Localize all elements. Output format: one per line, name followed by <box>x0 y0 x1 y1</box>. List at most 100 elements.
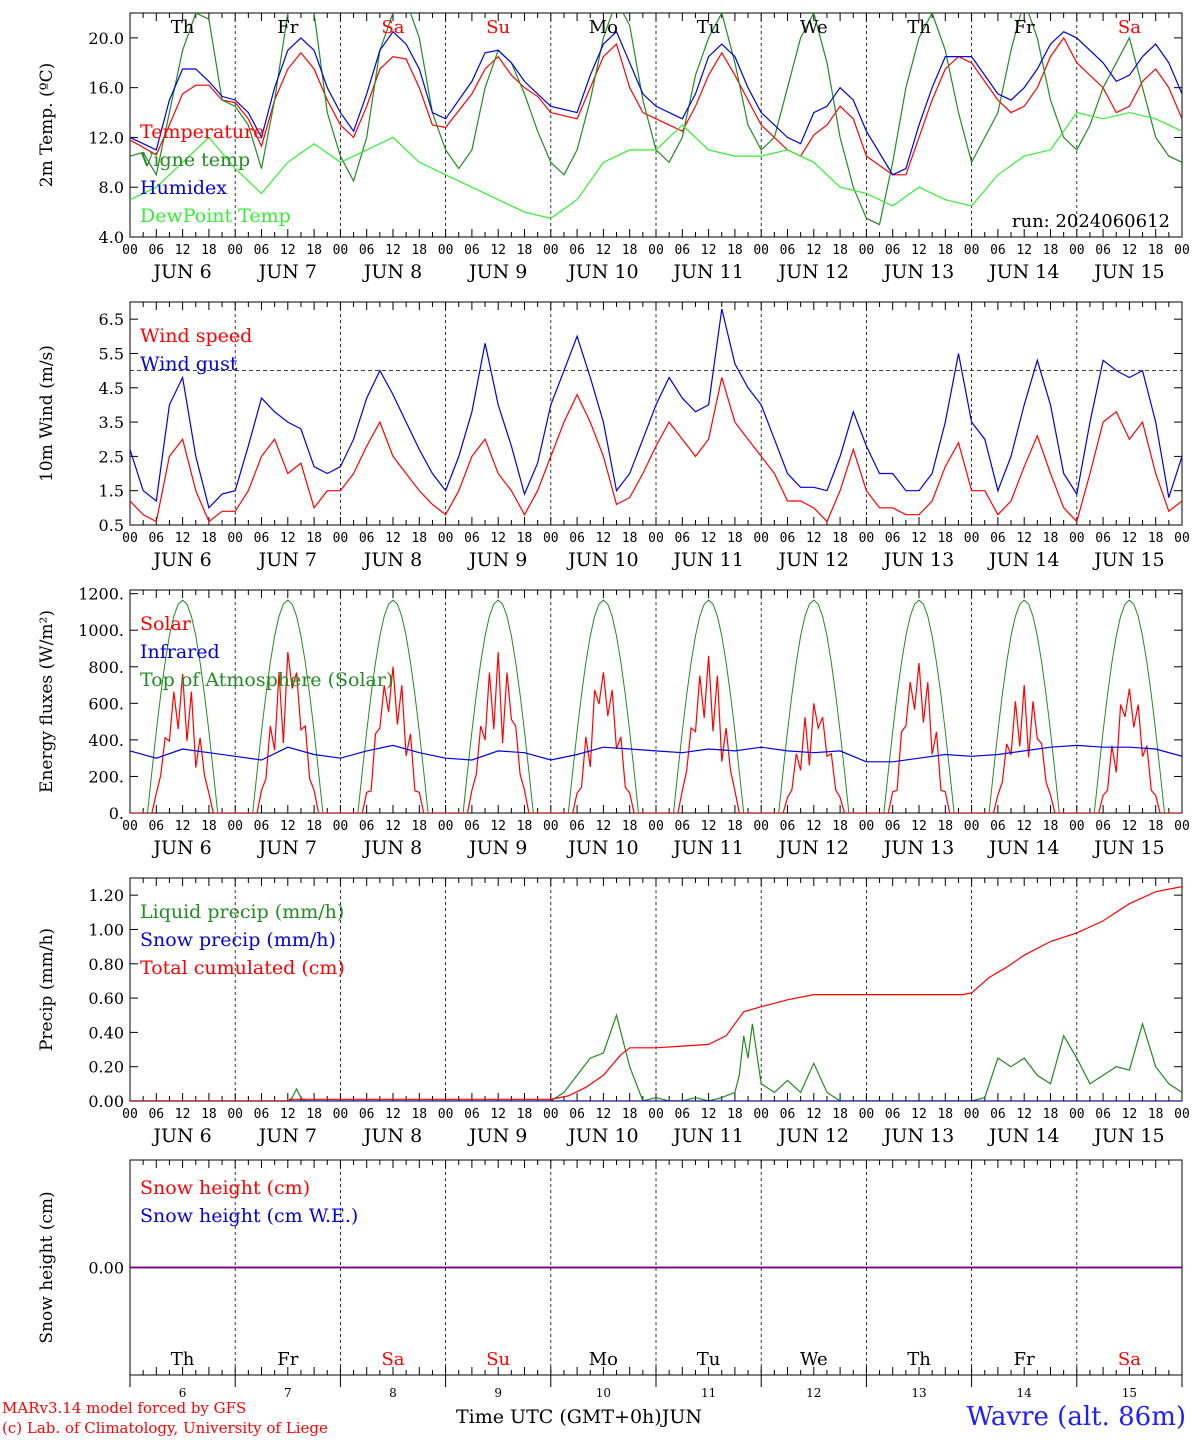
series-line-2 <box>130 308 1182 509</box>
x-hour-label: 18 <box>201 819 217 834</box>
panel-4: 0.00 0.20 0.40 0.60 0.80 1.00 1.20 Precip (mm/h… <box>37 877 1190 1147</box>
day-number-label: 15 <box>1122 1386 1137 1400</box>
x-hour-label: 12 <box>806 243 822 258</box>
x-hour-label: 06 <box>1095 819 1111 834</box>
x-hour-label: 00 <box>543 243 559 258</box>
y-tick-label: 1000. <box>78 621 124 640</box>
x-date-label: JUN 10 <box>566 837 638 859</box>
x-date-label: JUN 11 <box>671 261 743 283</box>
x-hour-label: 12 <box>806 531 822 546</box>
weekday-label: Tu <box>697 17 721 38</box>
x-hour-label: 00 <box>438 531 454 546</box>
legend-entry: Wind gust <box>140 353 238 375</box>
legend-entry: Humidex <box>140 177 227 199</box>
x-hour-label: 00 <box>122 1107 138 1122</box>
weekday-label: Th <box>171 17 195 38</box>
x-hour-label: 06 <box>990 819 1006 834</box>
x-hour-label: 12 <box>701 1107 717 1122</box>
weekday-label: Su <box>486 1349 510 1370</box>
x-hour-label: 12 <box>280 1107 296 1122</box>
x-hour-label: 06 <box>780 819 796 834</box>
x-hour-label: 00 <box>648 819 664 834</box>
x-hour-label: 00 <box>227 531 243 546</box>
x-hour-label: 18 <box>306 1107 322 1122</box>
x-date-label: JUN 12 <box>777 837 849 859</box>
x-hour-label: 18 <box>201 1107 217 1122</box>
x-hour-label: 12 <box>596 531 612 546</box>
x-hour-label: 12 <box>175 1107 191 1122</box>
x-hour-label: 18 <box>622 531 638 546</box>
x-hour-label: 00 <box>122 243 138 258</box>
y-tick-label: 8.0 <box>99 178 124 197</box>
series-line-toa-solar <box>130 599 1182 813</box>
x-hour-label: 00 <box>333 819 349 834</box>
x-hour-label: 12 <box>175 819 191 834</box>
x-hour-label: 12 <box>1122 531 1138 546</box>
x-hour-label: 12 <box>701 243 717 258</box>
x-hour-label: 00 <box>1174 243 1190 258</box>
legend-entry: Liquid precip (mm/h) <box>140 901 344 923</box>
x-hour-label: 00 <box>648 531 664 546</box>
x-hour-label: 00 <box>753 531 769 546</box>
y-tick-label: 1.5 <box>99 482 124 501</box>
y-tick-label: 0.80 <box>88 955 124 974</box>
x-date-label: JUN 7 <box>257 837 317 859</box>
legend-entry: Vigne temp <box>139 149 250 171</box>
y-tick-label: 400. <box>88 731 124 750</box>
x-hour-label: 06 <box>674 1107 690 1122</box>
x-hour-label: 06 <box>464 819 480 834</box>
x-hour-label: 18 <box>1148 819 1164 834</box>
day-number-label: 6 <box>179 1386 187 1400</box>
y-tick-label: 6.5 <box>99 310 124 329</box>
x-hour-label: 00 <box>438 1107 454 1122</box>
weekday-label: Th <box>171 1349 195 1370</box>
x-date-label: JUN 14 <box>987 1125 1059 1147</box>
legend-entry: Top of Atmosphere (Solar) <box>140 669 393 691</box>
x-hour-label: 00 <box>1069 819 1085 834</box>
x-date-label: JUN 6 <box>151 837 211 859</box>
y-tick-label: 1200. <box>78 585 124 604</box>
x-hour-label: 06 <box>674 243 690 258</box>
weekday-label: Tu <box>697 1349 721 1370</box>
x-hour-label: 18 <box>517 243 533 258</box>
x-hour-label: 06 <box>148 531 164 546</box>
x-hour-label: 06 <box>1095 243 1111 258</box>
y-tick-label: 200. <box>88 767 124 786</box>
x-date-label: JUN 10 <box>566 1125 638 1147</box>
legend-entry: Snow precip (mm/h) <box>140 929 336 951</box>
plot-frame <box>129 301 1183 526</box>
model-credit: MARv3.14 model forced by GFS <box>2 1399 247 1417</box>
y-tick-label: 0.5 <box>99 516 124 535</box>
day-number-label: 7 <box>284 1386 292 1400</box>
x-hour-label: 00 <box>964 531 980 546</box>
x-hour-label: 06 <box>780 243 796 258</box>
legend-entry: Snow height (cm) <box>140 1177 310 1199</box>
series-line-4 <box>130 111 1182 219</box>
x-date-label: JUN 9 <box>467 1125 527 1147</box>
x-hour-label: 12 <box>911 243 927 258</box>
x-date-label: JUN 14 <box>987 549 1059 571</box>
x-hour-label: 18 <box>411 819 427 834</box>
x-date-label: JUN 14 <box>987 837 1059 859</box>
x-hour-label: 12 <box>1016 819 1032 834</box>
x-date-label: JUN 13 <box>882 837 954 859</box>
x-hour-label: 06 <box>359 243 375 258</box>
x-hour-label: 06 <box>885 243 901 258</box>
x-date-label: JUN 7 <box>257 261 317 283</box>
series-line-1 <box>130 377 1182 523</box>
day-number-label: 8 <box>389 1386 397 1400</box>
x-date-label: JUN 9 <box>467 837 527 859</box>
y-tick-label: 600. <box>88 694 124 713</box>
x-axis-title-text: Time UTC (GMT+0h) <box>456 1406 662 1428</box>
x-hour-label: 12 <box>596 1107 612 1122</box>
x-hour-label: 18 <box>832 531 848 546</box>
x-hour-label: 00 <box>227 1107 243 1122</box>
x-hour-label: 12 <box>701 819 717 834</box>
x-hour-label: 00 <box>1069 1107 1085 1122</box>
x-hour-label: 06 <box>254 1107 270 1122</box>
x-hour-label: 00 <box>438 243 454 258</box>
x-hour-label: 00 <box>1174 1107 1190 1122</box>
x-hour-label: 06 <box>254 819 270 834</box>
legend-entry: Wind speed <box>140 325 252 347</box>
x-hour-label: 12 <box>490 819 506 834</box>
